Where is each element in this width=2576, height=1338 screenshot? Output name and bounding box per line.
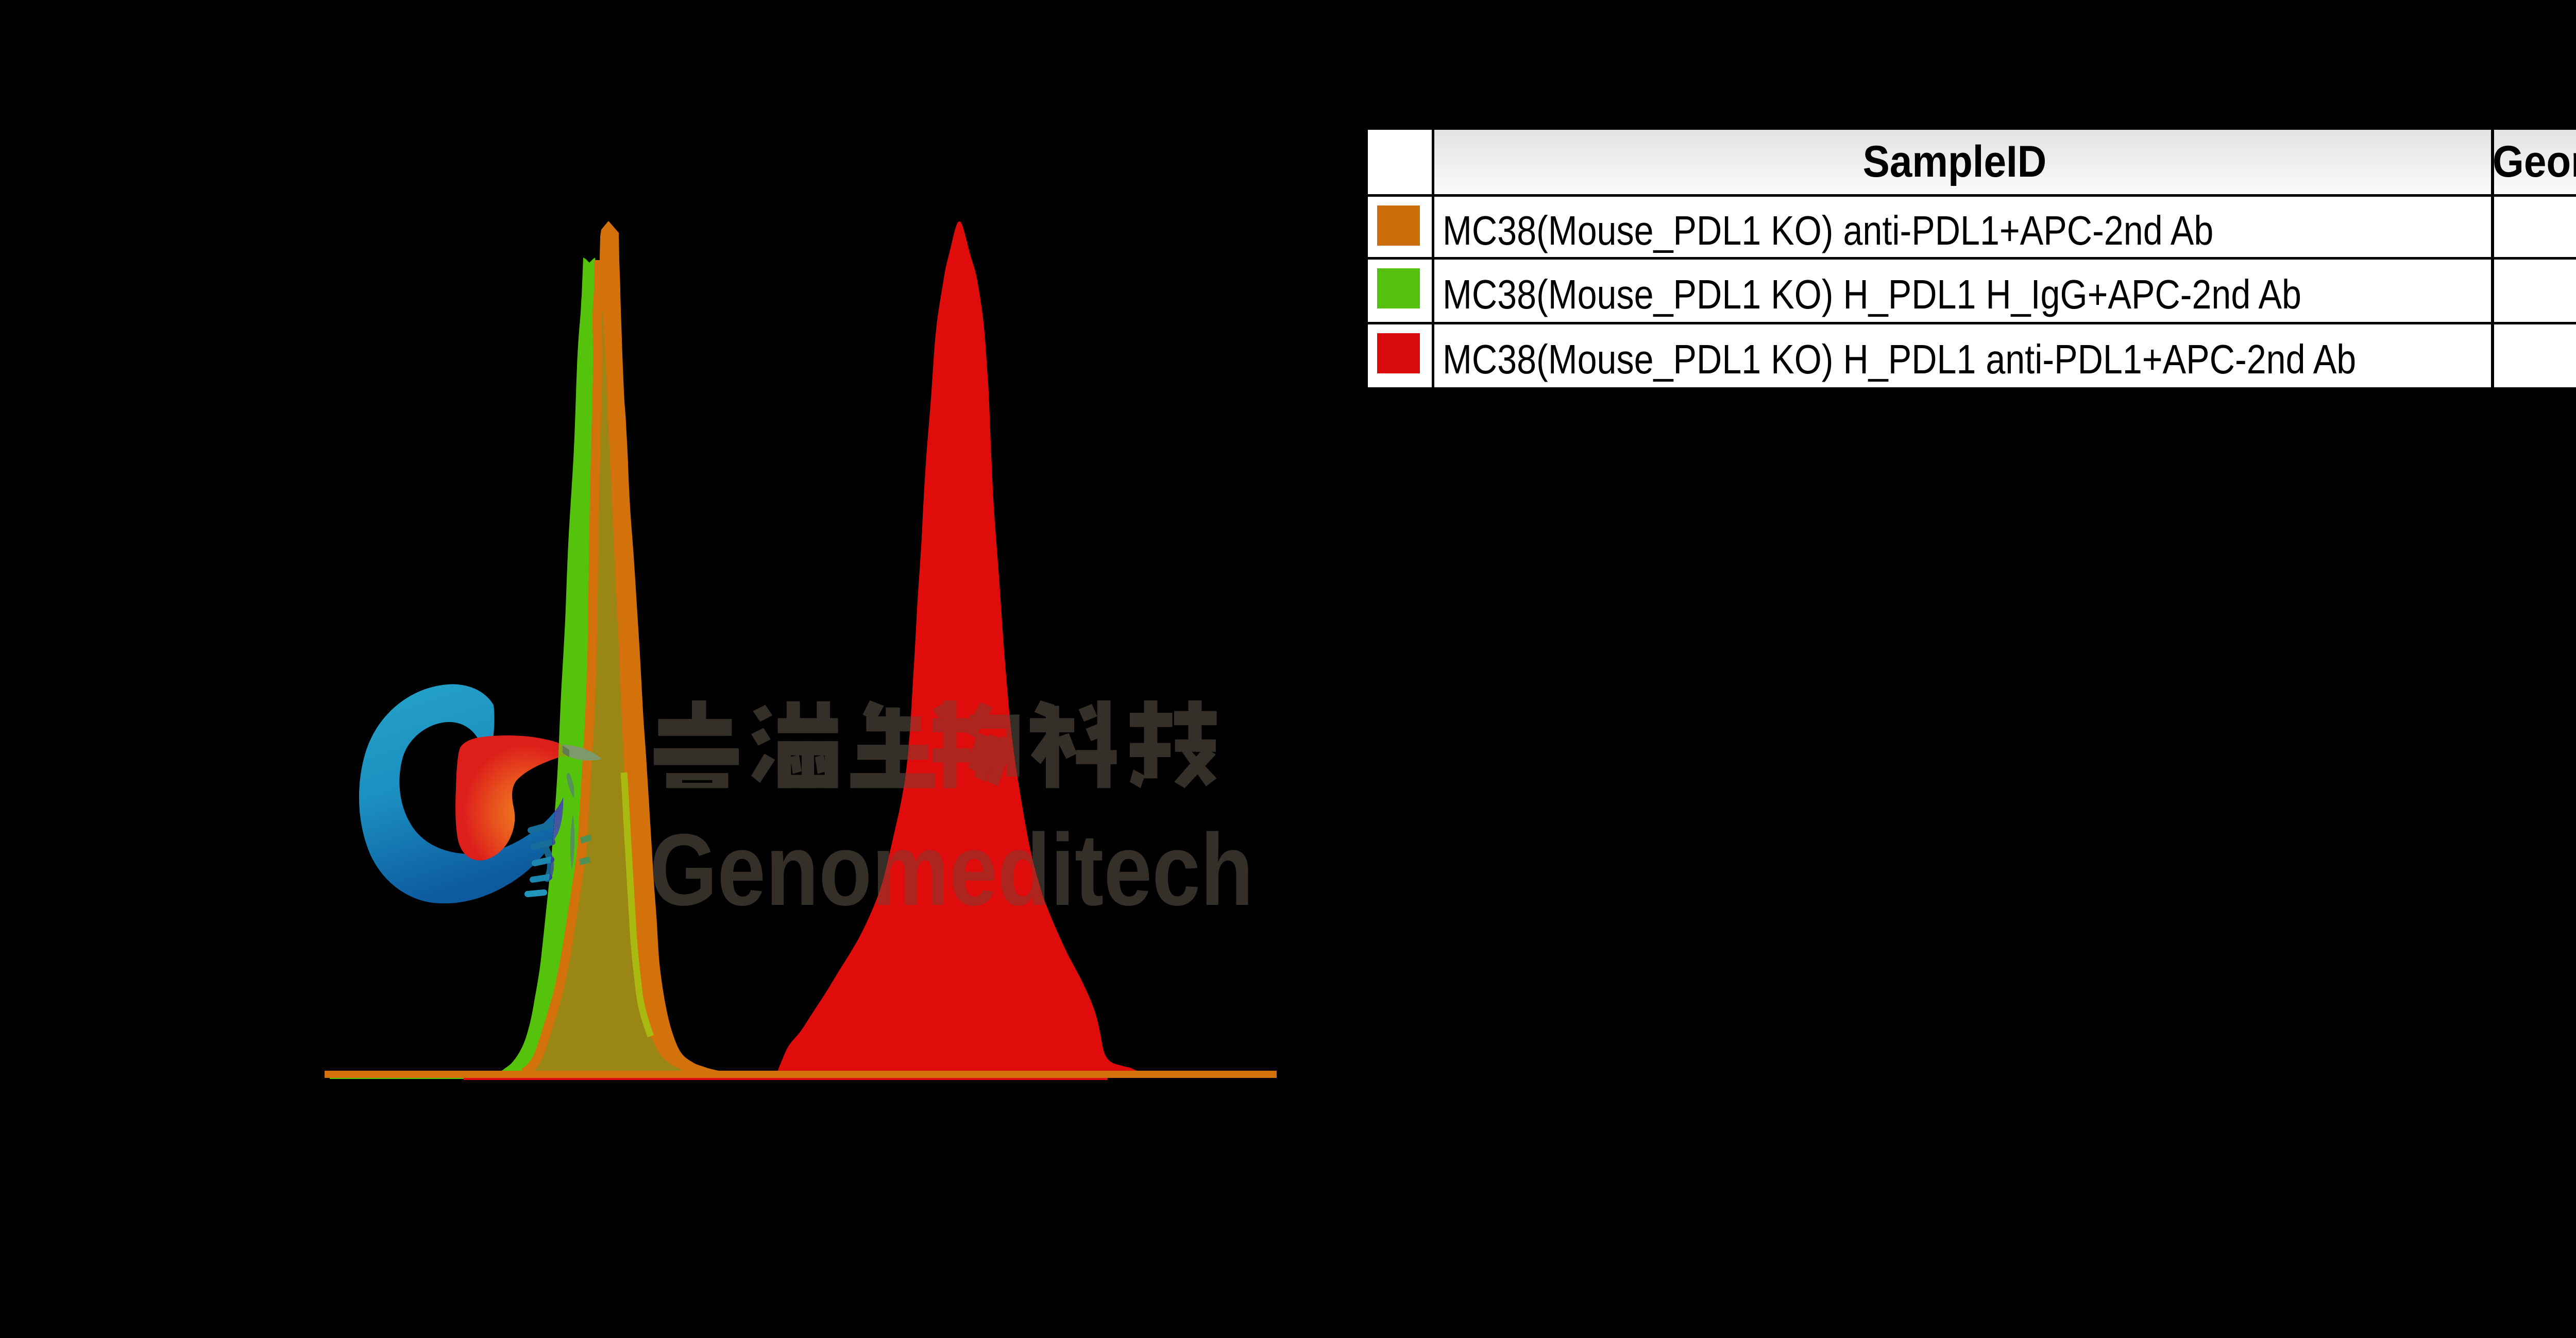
svg-text:Genomeditech: Genomeditech bbox=[650, 813, 1253, 927]
